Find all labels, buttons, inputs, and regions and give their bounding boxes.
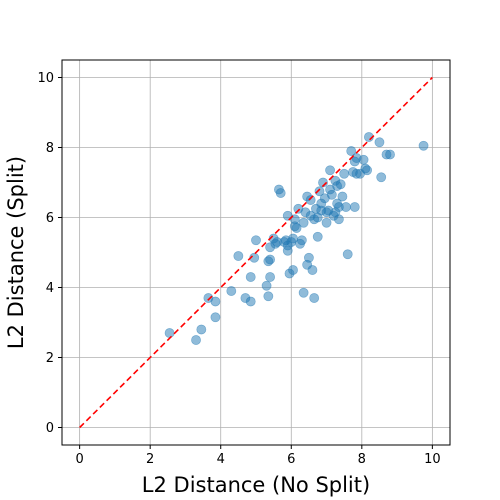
data-point <box>314 186 325 197</box>
data-point <box>265 254 276 265</box>
data-point <box>291 223 302 233</box>
x-tick-label: 4 <box>217 452 225 467</box>
data-point <box>245 296 256 307</box>
data-point <box>305 195 316 205</box>
x-tick-label: 0 <box>75 452 83 467</box>
data-point <box>333 214 344 225</box>
data-point <box>337 191 348 202</box>
data-point <box>321 217 332 228</box>
y-tick-label: 2 <box>46 351 54 366</box>
data-point <box>376 172 387 183</box>
grid-lines <box>62 60 450 445</box>
data-point <box>339 168 350 179</box>
data-point <box>261 280 272 291</box>
x-tick-label: 8 <box>358 452 366 467</box>
data-point <box>385 149 395 160</box>
data-point <box>251 235 261 246</box>
reference-line <box>79 76 433 429</box>
y-tick-label: 4 <box>46 281 54 296</box>
data-point <box>296 235 307 246</box>
y-tick-label: 10 <box>37 71 54 86</box>
data-point <box>288 265 298 275</box>
data-point <box>210 312 221 323</box>
x-axis-label: L2 Distance (No Split) <box>142 473 370 497</box>
data-point <box>275 188 286 198</box>
data-point <box>342 249 353 260</box>
data-point <box>346 146 357 156</box>
y-tick-label: 6 <box>46 211 54 226</box>
data-point <box>226 286 237 296</box>
x-tick-label: 10 <box>424 452 441 467</box>
y-axis-label: L2 Distance (Split) <box>4 156 28 349</box>
data-point <box>164 328 175 338</box>
x-tick-label: 6 <box>287 452 295 467</box>
data-point <box>325 165 335 176</box>
data-point <box>309 293 320 303</box>
axes-frame <box>61 59 451 446</box>
data-point <box>263 291 274 302</box>
data-point <box>265 272 276 282</box>
data-point <box>304 252 314 263</box>
x-tick-label: 2 <box>146 452 154 467</box>
data-point <box>358 154 369 165</box>
data-point <box>349 202 360 212</box>
plot-area <box>79 76 433 429</box>
data-point <box>335 179 346 190</box>
axes: 0 2 4 6 8 10 0 2 4 6 8 10 <box>37 59 451 467</box>
data-point <box>289 214 300 225</box>
data-point <box>312 231 323 242</box>
data-point <box>245 272 256 282</box>
data-point <box>298 287 309 298</box>
data-point <box>341 202 351 212</box>
data-point <box>210 296 221 307</box>
data-point <box>233 251 244 261</box>
data-point <box>282 245 293 256</box>
data-point <box>362 165 373 176</box>
y-tick-label: 8 <box>46 141 54 156</box>
data-point <box>307 265 318 275</box>
data-point <box>191 335 201 345</box>
data-point <box>326 189 337 200</box>
data-point <box>374 137 385 148</box>
data-point <box>418 140 429 151</box>
y-tick-label: 0 <box>46 421 54 436</box>
data-point <box>298 217 309 228</box>
data-point <box>196 324 207 335</box>
